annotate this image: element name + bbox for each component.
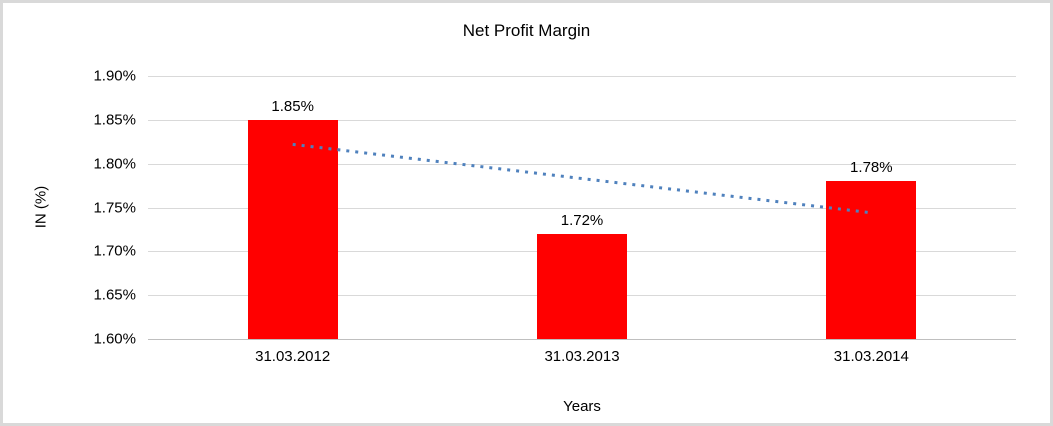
x-tick-label: 31.03.2014 [833, 348, 909, 365]
bar-value-label: 1.78% [850, 159, 893, 177]
trendline [292, 142, 872, 215]
x-axis-line [148, 339, 1016, 340]
x-tick-label: 31.03.2012 [255, 348, 331, 365]
y-tick-label: 1.65% [93, 286, 136, 304]
y-tick-label: 1.60% [93, 330, 136, 348]
y-tick-label: 1.90% [93, 67, 136, 85]
bar [826, 181, 917, 339]
bar-value-label: 1.72% [560, 211, 604, 229]
plot-area: 1.85% 1.72% 1.78% [148, 76, 1016, 340]
x-axis-title: Years [563, 398, 601, 415]
y-tick-label: 1.85% [93, 111, 136, 129]
y-tick-label: 1.75% [93, 199, 136, 216]
gridline [148, 119, 1016, 121]
bar [247, 119, 338, 339]
y-axis-title: IN (%) [32, 185, 50, 229]
bar-value-label: 1.85% [271, 97, 314, 115]
y-tick-label: 1.80% [93, 155, 136, 173]
x-tick-label: 31.03.2013 [544, 348, 620, 365]
gridline [148, 207, 1016, 209]
gridline [148, 163, 1016, 165]
chart-title: Net Profit Margin [462, 21, 591, 40]
y-tick-label: 1.70% [93, 242, 136, 260]
bar [537, 233, 627, 339]
y-axis-tick-labels: 1.90% 1.85% 1.80% 1.75% 1.70% 1.65% 1.60% [61, 68, 136, 348]
gridline [148, 76, 1016, 77]
